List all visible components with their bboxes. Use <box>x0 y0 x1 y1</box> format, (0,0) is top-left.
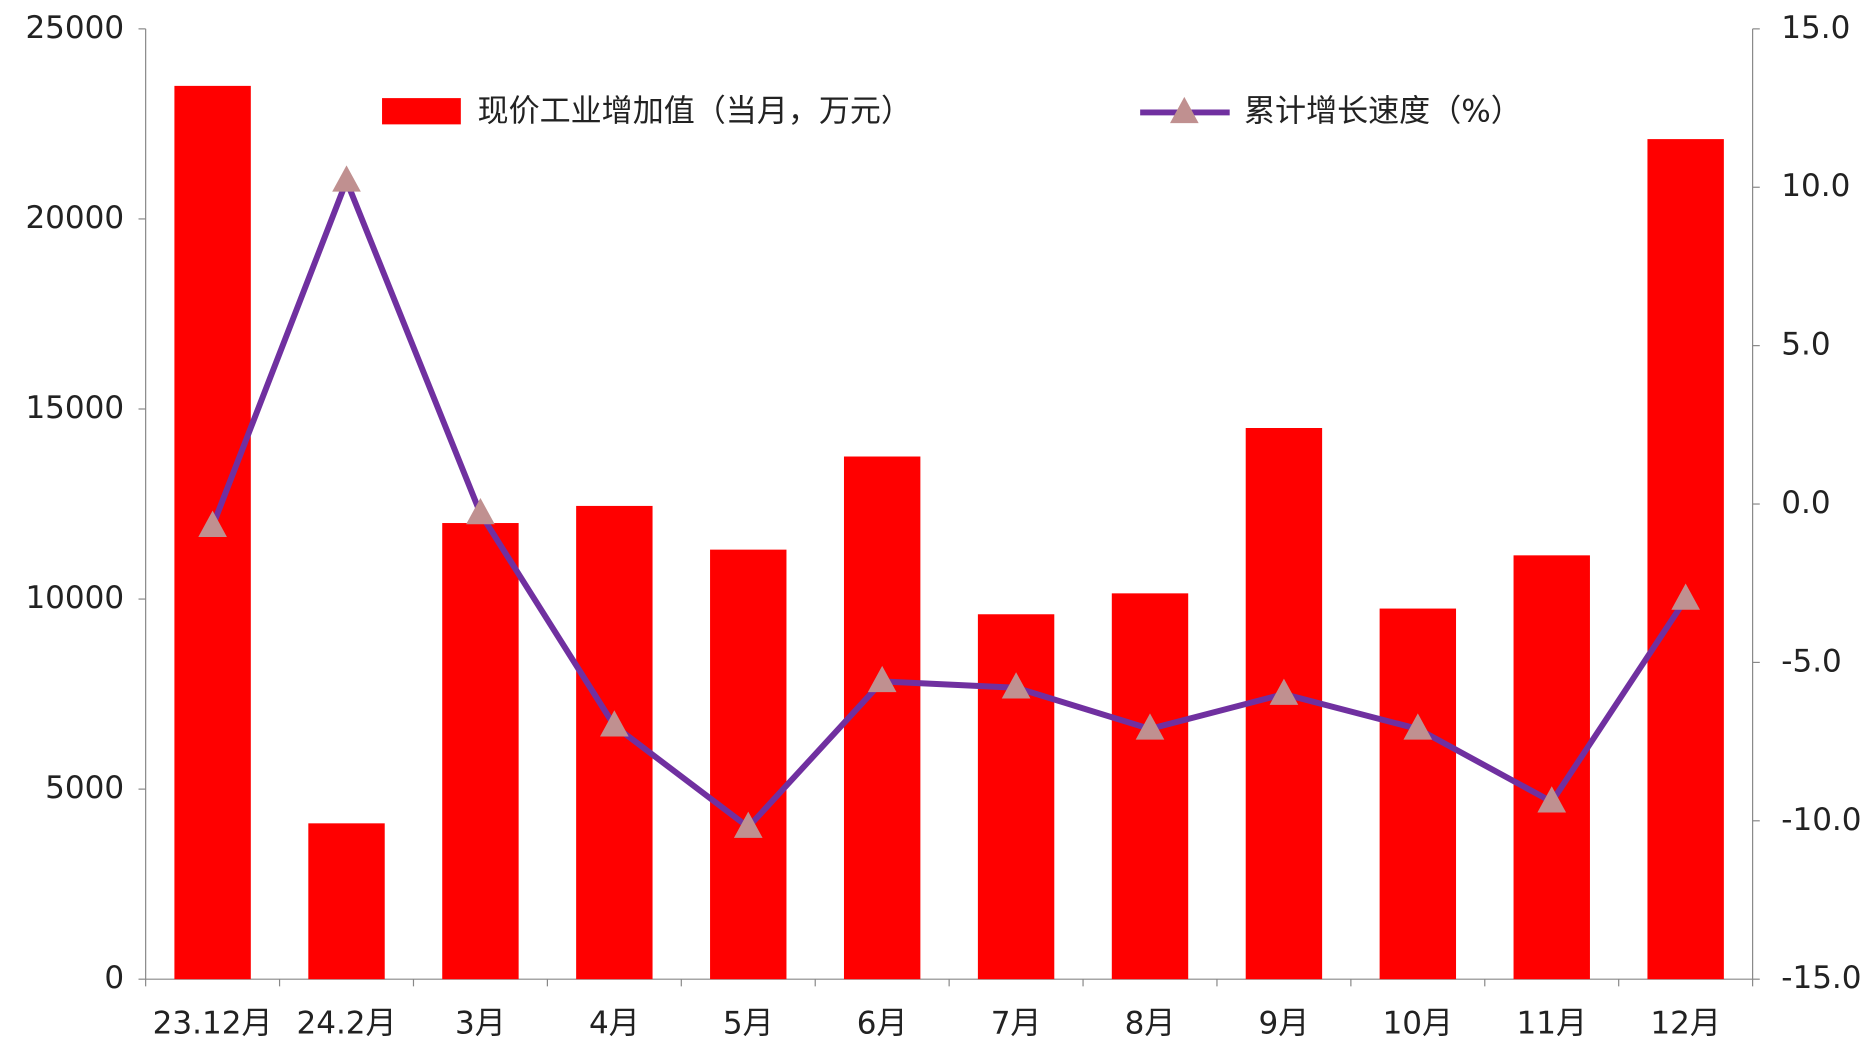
bar <box>1379 608 1457 980</box>
bar <box>710 549 787 980</box>
marker <box>1403 713 1433 740</box>
x-tick-label: 4月 <box>589 1006 640 1042</box>
line <box>209 172 1689 832</box>
marker <box>600 710 629 737</box>
bar <box>308 823 385 980</box>
y-tick-label: 20000 <box>25 200 124 236</box>
marker <box>466 498 495 525</box>
y2-tick-label: 10.0 <box>1781 168 1850 204</box>
bar <box>1513 555 1590 980</box>
x-tick-label: 7月 <box>991 1006 1042 1042</box>
y2-tick-label: 15.0 <box>1781 10 1850 46</box>
x-tick-label: 9月 <box>1259 1006 1310 1042</box>
bar <box>442 523 519 980</box>
x-tick-label: 11月 <box>1516 1006 1587 1042</box>
x-tick-label: 5月 <box>723 1006 774 1042</box>
x-tick-label: 23.12月 <box>153 1006 273 1042</box>
marker <box>198 510 227 537</box>
x-tick-label: 3月 <box>455 1006 506 1042</box>
x-tick-label: 10月 <box>1383 1006 1454 1042</box>
y-tick-label: 0 <box>104 960 124 996</box>
bar <box>1647 139 1724 980</box>
y2-tick-label: -15.0 <box>1781 960 1861 996</box>
marker <box>1269 678 1299 705</box>
y-tick-label: 15000 <box>25 390 124 426</box>
y-tick-label: 5000 <box>45 770 124 806</box>
bar <box>1111 593 1189 980</box>
marker <box>733 811 763 838</box>
legend-marker <box>1170 96 1199 124</box>
legend-swatch <box>382 98 461 125</box>
x-tick-label: 6月 <box>857 1006 908 1042</box>
y-tick-label: 10000 <box>25 580 124 616</box>
bar <box>977 614 1055 980</box>
y-tick-label: 25000 <box>25 10 124 46</box>
bar <box>843 456 921 980</box>
y2-tick-label: -10.0 <box>1781 802 1861 838</box>
marker <box>867 665 897 693</box>
legend-label: 现价工业增加值（当月，万元） <box>478 93 912 129</box>
marker <box>1537 786 1567 813</box>
y2-tick-label: -5.0 <box>1781 643 1842 679</box>
legend-label: 累计增长速度（%） <box>1244 93 1522 129</box>
marker <box>1135 713 1165 740</box>
x-tick-label: 24.2月 <box>296 1006 396 1042</box>
x-tick-label: 12月 <box>1650 1006 1721 1042</box>
y2-tick-label: 5.0 <box>1781 327 1830 363</box>
marker <box>332 165 361 192</box>
y2-tick-label: 0.0 <box>1781 485 1830 521</box>
marker <box>1671 583 1700 610</box>
marker <box>1001 672 1031 699</box>
x-tick-label: 8月 <box>1125 1006 1176 1042</box>
